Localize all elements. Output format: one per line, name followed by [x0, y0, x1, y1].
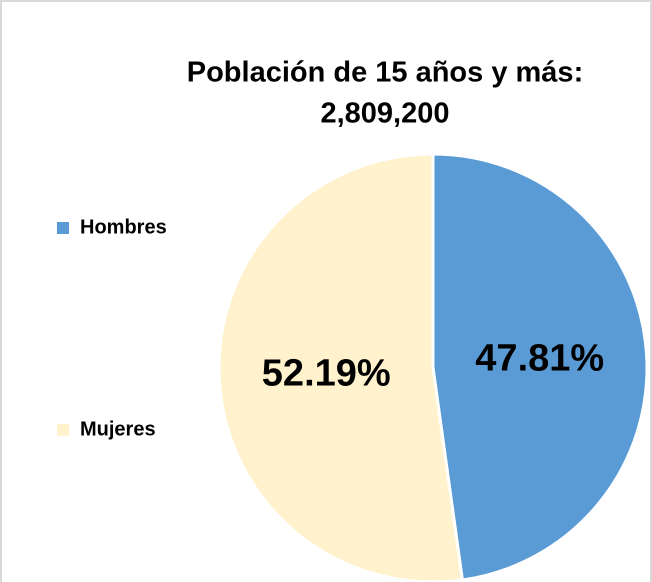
legend-swatch	[57, 222, 69, 234]
pie-slice	[431, 152, 649, 582]
legend-swatch	[57, 424, 69, 436]
legend-label: Hombres	[80, 216, 167, 238]
legend-label: Mujeres	[80, 418, 156, 440]
data-label: 52.19%	[262, 352, 391, 394]
chart-subtitle: 2,809,200	[320, 98, 449, 130]
pie-slice	[217, 152, 465, 582]
chart-title: Población de 15 años y más:	[187, 57, 583, 89]
data-label: 47.81%	[475, 338, 604, 380]
